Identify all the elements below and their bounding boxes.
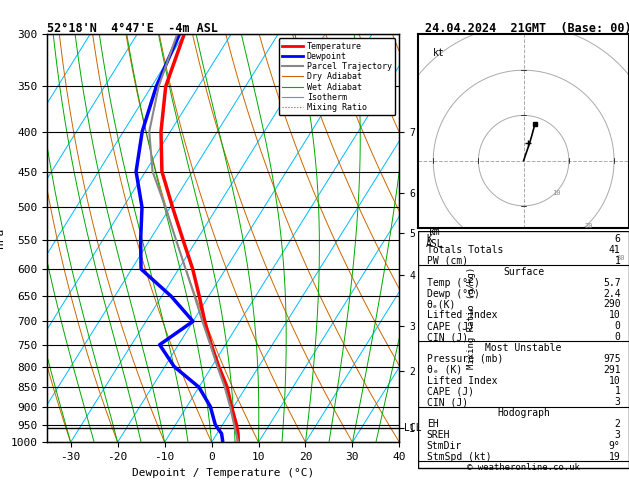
Text: SREH: SREH (426, 430, 450, 440)
Text: 30: 30 (617, 255, 626, 261)
Text: PW (cm): PW (cm) (426, 256, 468, 266)
Text: kt: kt (433, 48, 445, 57)
Text: CIN (J): CIN (J) (426, 398, 468, 407)
Text: Dewp (°C): Dewp (°C) (426, 289, 479, 298)
Text: 1: 1 (615, 386, 621, 397)
Text: 24.04.2024  21GMT  (Base: 00): 24.04.2024 21GMT (Base: 00) (425, 22, 629, 35)
Text: CAPE (J): CAPE (J) (426, 386, 474, 397)
Text: Hodograph: Hodograph (497, 408, 550, 418)
Text: EH: EH (426, 419, 438, 429)
Text: 10: 10 (609, 376, 621, 385)
Y-axis label: hPa: hPa (0, 228, 5, 248)
Text: 41: 41 (609, 245, 621, 255)
Text: Mixing Ratio (g/kg): Mixing Ratio (g/kg) (467, 267, 476, 369)
Text: 1: 1 (615, 256, 621, 266)
Text: 2.4: 2.4 (603, 289, 621, 298)
Text: 20: 20 (584, 223, 593, 229)
Text: K: K (426, 234, 433, 244)
Text: Temp (°C): Temp (°C) (426, 278, 479, 288)
Text: Pressure (mb): Pressure (mb) (426, 354, 503, 364)
Text: StmSpd (kt): StmSpd (kt) (426, 452, 491, 462)
Text: 975: 975 (603, 354, 621, 364)
Text: θₑ (K): θₑ (K) (426, 364, 462, 375)
Text: 3: 3 (615, 430, 621, 440)
X-axis label: Dewpoint / Temperature (°C): Dewpoint / Temperature (°C) (132, 468, 314, 478)
Text: © weatheronline.co.uk: © weatheronline.co.uk (467, 463, 580, 471)
Text: 5.7: 5.7 (603, 278, 621, 288)
Text: 9°: 9° (609, 441, 621, 451)
Text: 2: 2 (615, 419, 621, 429)
Text: 52°18'N  4°47'E  -4m ASL: 52°18'N 4°47'E -4m ASL (47, 22, 218, 35)
Text: StmDir: StmDir (426, 441, 462, 451)
Text: 10: 10 (609, 310, 621, 320)
Text: 10: 10 (552, 190, 560, 196)
Text: Totals Totals: Totals Totals (426, 245, 503, 255)
Text: Surface: Surface (503, 267, 544, 277)
Y-axis label: km
ASL: km ASL (426, 227, 443, 249)
Text: θₑ(K): θₑ(K) (426, 299, 456, 310)
Text: 6: 6 (615, 234, 621, 244)
Text: Lifted Index: Lifted Index (426, 310, 497, 320)
Text: 0: 0 (615, 332, 621, 342)
Text: 19: 19 (609, 452, 621, 462)
Legend: Temperature, Dewpoint, Parcel Trajectory, Dry Adiabat, Wet Adiabat, Isotherm, Mi: Temperature, Dewpoint, Parcel Trajectory… (279, 38, 395, 115)
Text: 3: 3 (615, 398, 621, 407)
Text: 291: 291 (603, 364, 621, 375)
Text: Most Unstable: Most Unstable (486, 343, 562, 353)
Text: LCL: LCL (404, 423, 421, 434)
Text: CAPE (J): CAPE (J) (426, 321, 474, 331)
Text: 290: 290 (603, 299, 621, 310)
Text: 0: 0 (615, 321, 621, 331)
Text: Lifted Index: Lifted Index (426, 376, 497, 385)
Text: CIN (J): CIN (J) (426, 332, 468, 342)
